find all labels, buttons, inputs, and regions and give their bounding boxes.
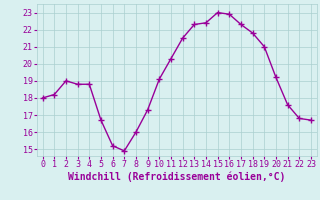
- X-axis label: Windchill (Refroidissement éolien,°C): Windchill (Refroidissement éolien,°C): [68, 172, 285, 182]
